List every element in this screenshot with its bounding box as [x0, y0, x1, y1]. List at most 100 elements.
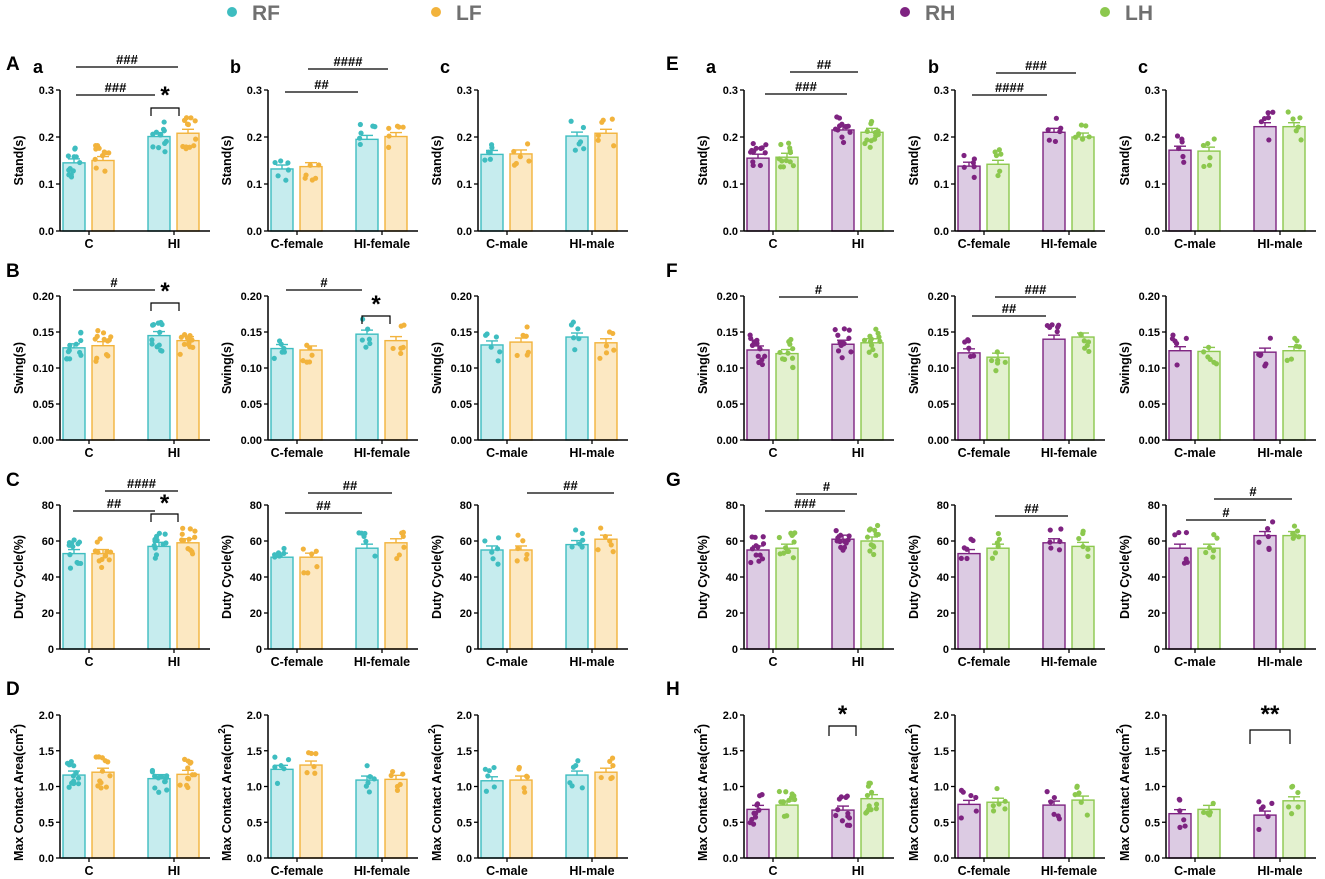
data-point — [489, 549, 495, 555]
data-point — [188, 115, 194, 121]
y-tick-label: 0.20 — [717, 291, 738, 303]
y-tick-label: 20 — [42, 608, 54, 620]
x-tick-label: HI-male — [569, 446, 614, 460]
data-point — [608, 542, 614, 548]
data-point — [787, 159, 793, 165]
data-point — [300, 358, 306, 364]
data-point — [836, 796, 843, 802]
legend-dot-lh — [1100, 7, 1110, 17]
y-tick-label: 40 — [42, 572, 54, 584]
data-point — [78, 352, 84, 358]
data-point — [1002, 359, 1008, 365]
panel-letter-d: D — [6, 679, 20, 700]
data-point — [71, 154, 77, 160]
data-point — [1054, 329, 1060, 335]
data-point — [401, 322, 407, 328]
data-point — [789, 532, 795, 538]
data-point — [864, 792, 871, 799]
data-point — [1200, 142, 1207, 149]
data-point — [1288, 811, 1295, 817]
data-point — [1076, 535, 1082, 542]
y-tick-label: 0.0 — [723, 853, 738, 865]
data-point — [996, 536, 1002, 542]
bar-rh-hi-male — [1253, 814, 1277, 859]
data-point — [99, 768, 106, 774]
chart-panel-12: 0.0 0.5 1.0 1.5 2.0 C-male HI-male Max Contact … — [427, 710, 628, 878]
x-tick-label: C-female — [958, 655, 1011, 669]
data-point — [1044, 789, 1050, 795]
x-tick-label: HI — [852, 446, 865, 460]
bar-rf-c — [62, 552, 86, 650]
y-tick-label: 0.5 — [723, 817, 738, 829]
data-point — [274, 780, 281, 786]
data-point — [747, 820, 753, 826]
data-point — [400, 124, 406, 130]
y-axis-label: Stand(s) — [907, 136, 921, 186]
data-point — [78, 329, 84, 335]
y-tick-label: 2.0 — [247, 710, 262, 722]
data-point — [598, 774, 604, 781]
data-point — [867, 526, 874, 532]
significance-star: * — [838, 701, 848, 728]
x-tick-label: HI-female — [1041, 864, 1097, 878]
data-point — [281, 550, 287, 556]
data-point — [184, 335, 190, 341]
y-tick-label: 0.05 — [33, 399, 54, 411]
data-point — [103, 352, 110, 358]
y-tick-label: 0.1 — [934, 179, 949, 191]
data-point — [834, 114, 840, 120]
data-point — [996, 147, 1002, 153]
y-axis-label: Duty Cycle(%) — [220, 535, 234, 619]
data-point — [847, 822, 853, 829]
x-tick-label: HI-male — [1257, 655, 1302, 669]
bar-rh-c-female — [957, 552, 981, 650]
data-point — [66, 172, 72, 178]
data-point — [1084, 812, 1090, 818]
data-point — [149, 767, 156, 774]
data-point — [1181, 560, 1188, 566]
data-point — [994, 349, 1000, 355]
data-point — [311, 763, 317, 770]
bar-rf-c-female — [270, 768, 294, 859]
data-point — [193, 136, 199, 142]
data-point — [490, 556, 496, 562]
panel-sublabel-c: c — [440, 57, 450, 77]
data-point — [78, 337, 84, 344]
data-point — [73, 769, 79, 776]
y-tick-label: 0.20 — [451, 291, 472, 303]
bar-lh-hi — [860, 342, 884, 441]
data-point — [67, 342, 73, 348]
data-point — [285, 167, 292, 173]
y-tick-label: 0.1 — [457, 179, 472, 191]
chart-panel-10: 0.0 0.5 1.0 1.5 2.0 C HI Max Contact Area(cm2) — [9, 710, 210, 878]
data-point — [1078, 122, 1085, 128]
significance-star: * — [160, 82, 170, 109]
data-point — [753, 145, 759, 151]
data-point — [1086, 348, 1092, 355]
data-point — [753, 552, 759, 558]
legend-label-lh: LH — [1125, 2, 1153, 25]
y-tick-label: 0.0 — [934, 853, 949, 865]
data-point — [484, 331, 490, 337]
x-tick-label: C-female — [271, 864, 324, 878]
data-point — [832, 126, 839, 132]
y-tick-label: 0.10 — [33, 363, 54, 375]
data-point — [1076, 131, 1082, 137]
significance-label: # — [815, 282, 823, 297]
bar-rh-c-female — [957, 352, 981, 441]
y-tick-label: 0.00 — [1139, 435, 1160, 447]
data-point — [357, 135, 363, 141]
data-point — [526, 158, 532, 164]
x-tick-label: HI — [168, 864, 181, 878]
data-point — [186, 536, 192, 542]
data-point — [156, 342, 162, 348]
data-point — [157, 329, 163, 335]
y-tick-label: 0.0 — [247, 226, 262, 238]
data-point — [1051, 811, 1057, 817]
x-tick-label: HI-male — [1257, 237, 1302, 251]
data-point — [873, 801, 880, 807]
y-tick-label: 0.05 — [451, 399, 472, 411]
data-point — [875, 131, 881, 138]
y-tick-label: 20 — [1148, 608, 1160, 620]
data-point — [785, 350, 791, 356]
